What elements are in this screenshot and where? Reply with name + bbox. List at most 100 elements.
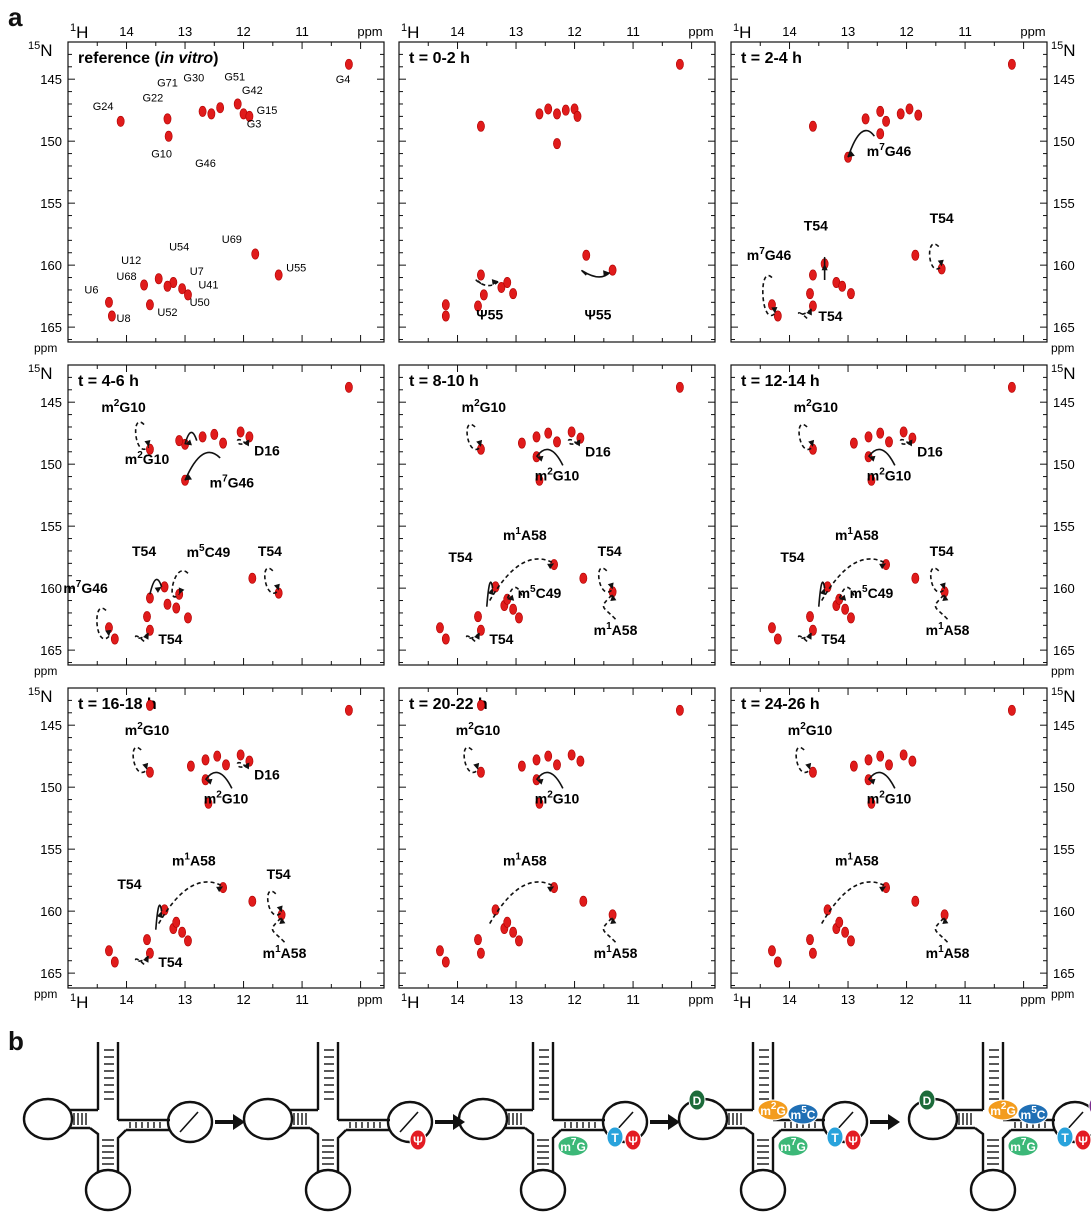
modification-badge [1074,1129,1091,1151]
modification-label: m2G10 [101,398,146,415]
nmr-peak [579,572,588,584]
nmr-peak [876,427,885,439]
modification-badge [1007,1135,1039,1157]
ppm-label: ppm [34,987,57,1001]
ppm-label: ppm [357,24,382,39]
nmr-peak [186,760,195,772]
arrowhead [536,455,544,462]
shift-arrow [847,129,876,158]
nmr-peak [773,633,782,645]
y-tick-label: 165 [1053,643,1075,658]
anticodon-loop [969,1168,1017,1212]
nmr-peak [477,269,485,281]
nmr-peak [201,754,210,766]
arrowhead [473,762,480,770]
arrowhead [821,263,828,271]
nmr-peak [497,281,506,293]
modification-label: m2G10 [794,398,839,415]
nmr-peak [503,916,512,928]
tertiary-interaction [399,1111,419,1133]
shift-arrow [158,881,224,924]
modification-badge-label: D [693,1094,702,1108]
anticodon-loop [304,1168,352,1212]
nmr-peak [861,113,870,125]
peak-assignment-label: U50 [190,297,210,309]
nmr-peak [233,98,242,110]
arrowhead [216,886,224,893]
modification-label: T54 [448,549,472,565]
nmr-peak [474,611,482,623]
x-tick-label: 11 [295,992,309,1007]
modification-badge [826,1126,844,1148]
nmr-peak [164,130,173,142]
shift-arrow [154,904,163,930]
ppm-label: ppm [34,341,57,355]
nmr-peak [515,935,523,947]
nmr-peak [146,766,154,778]
y-tick-label: 165 [1053,320,1075,335]
y-tick-label: 155 [1053,196,1075,211]
nmr-peak [515,612,523,624]
panel-frame [398,687,716,989]
peak-assignment-label: U69 [222,234,242,246]
x-tick-label: 13 [509,24,523,39]
arrowhead [806,308,812,316]
nmr-peak [579,895,588,907]
arrowhead [185,474,192,481]
y-tick-label: 150 [40,457,62,472]
panel-frame [730,687,1048,989]
y-tick-label: 145 [1053,395,1075,410]
shift-arrow [149,578,163,595]
stage-arrowhead [668,1114,680,1130]
arrowhead [142,762,149,770]
ppm-label: ppm [34,664,57,678]
nmr-peak [553,436,561,448]
modification-badge-label: D [923,1094,932,1108]
d-stem [290,1108,318,1130]
arrowhead [805,762,812,770]
arrowhead [547,563,555,570]
arrowhead [603,270,610,277]
modification-label: m2G10 [535,789,580,806]
spectrum-panel: 14 13 12 11 1H ppm 145 150 155 160 165 15N ppm t = 2-… [730,22,1076,355]
nmr-peak [1007,704,1016,716]
panel-frame [398,41,716,343]
nmr-peak [172,602,181,614]
x-tick-label: 13 [178,992,192,1007]
nmr-peak [477,947,485,959]
nmr-peak [163,598,172,610]
arrowhead [491,279,499,286]
nmr-peak [213,750,222,762]
modification-badge-label: m2G [760,1101,786,1118]
nmr-peak [441,956,450,968]
spectrum-panel: 14 13 12 11 1H ppm 145 150 155 160 165 15N ppm t = 24… [730,686,1076,1012]
modification-label: m1A58 [835,526,879,543]
t-loop [166,1100,214,1144]
nmr-peak [107,310,116,322]
spectrum-panel: 14 13 12 11 1H ppm t = 20-22 h m2G10 m2G10 m1A58 m… [398,687,716,1012]
peak-assignment-label: G30 [183,73,204,85]
nmr-peak [110,633,119,645]
nmr-peak [517,760,526,772]
modification-label: Ψ55 [585,307,612,323]
shift-arrow [489,881,555,924]
anticodon-loop [519,1168,567,1212]
arrowhead [276,905,283,913]
shift-arrow [597,567,614,593]
arrowhead [937,259,944,267]
modification-badge [987,1099,1019,1121]
shift-arrow [263,567,280,594]
nmr-peak [911,249,920,261]
panel-title: t = 16-18 h [78,696,157,713]
arrowhead [154,586,162,593]
nmr-peak [236,749,245,761]
modification-badge-label: m7G [780,1137,806,1154]
peak-assignment-label: G24 [93,101,114,113]
shift-arrow [929,567,946,593]
peak-assignment-label: U68 [116,271,136,283]
arrowhead [536,778,544,785]
nmr-peak [675,58,684,70]
modification-label: m1A58 [835,851,879,868]
nmr-peak [184,289,192,301]
nmr-peak [535,797,544,809]
